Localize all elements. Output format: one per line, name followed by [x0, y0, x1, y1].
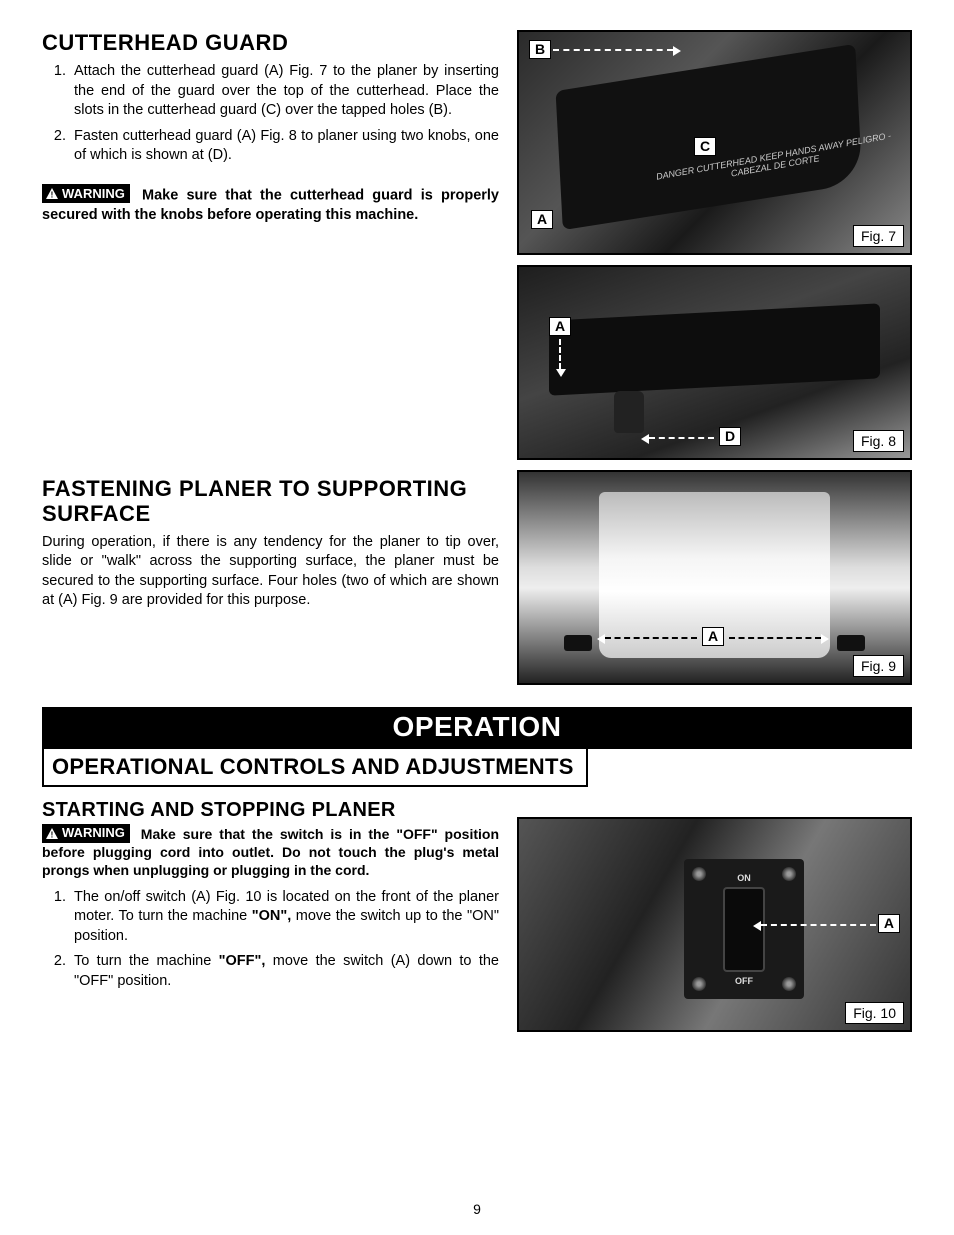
figure-8: A D Fig. 8 — [517, 265, 912, 460]
figure-8-guard — [549, 303, 880, 395]
figure-8-caption: Fig. 8 — [853, 430, 904, 452]
starting-title: STARTING AND STOPPING PLANER — [42, 799, 499, 822]
fastening-title: FASTENING PLANER TO SUPPORTING SURFACE — [42, 476, 499, 527]
cutterhead-text-column: CUTTERHEAD GUARD Attach the cutterhead g… — [42, 30, 499, 460]
starting-text-column: STARTING AND STOPPING PLANER ! WARNING M… — [42, 787, 499, 1032]
starting-step2-off: "OFF", — [219, 953, 266, 969]
figure-10-callout-a: A — [878, 914, 900, 933]
cutterhead-title: CUTTERHEAD GUARD — [42, 30, 499, 56]
screw-icon — [782, 977, 796, 991]
figure-8-knob — [614, 391, 644, 433]
screw-icon — [692, 867, 706, 881]
fastening-body: During operation, if there is any tenden… — [42, 533, 499, 611]
figure-10: A Fig. 10 — [517, 817, 912, 1032]
cutterhead-section: CUTTERHEAD GUARD Attach the cutterhead g… — [42, 30, 912, 460]
warning-badge-2: ! WARNING — [42, 824, 130, 843]
figure-8-callout-d: D — [719, 427, 741, 446]
warning-label-2: WARNING — [62, 825, 125, 842]
figure-9: A Fig. 9 — [517, 470, 912, 685]
figure-8-callout-a: A — [549, 317, 571, 336]
figure-7-leader-b — [553, 49, 673, 51]
cutterhead-warning: ! WARNING Make sure that the cutterhead … — [42, 184, 499, 225]
figure-9-caption: Fig. 9 — [853, 655, 904, 677]
starting-step-1: The on/off switch (A) Fig. 10 is located… — [70, 888, 499, 947]
figure-10-switch-panel — [684, 859, 804, 999]
svg-text:!: ! — [51, 191, 54, 200]
cutterhead-step-1: Attach the cutterhead guard (A) Fig. 7 t… — [70, 62, 499, 121]
figure-9-foot-left — [564, 635, 592, 651]
warning-badge: ! WARNING — [42, 184, 130, 204]
svg-text:!: ! — [51, 830, 54, 839]
starting-warning: ! WARNING Make sure that the switch is i… — [42, 824, 499, 880]
operation-banner: OPERATION — [42, 707, 912, 749]
figure-9-foot-right — [837, 635, 865, 651]
figure-8-leader-a — [559, 339, 561, 369]
figure-7: DANGER CUTTERHEAD KEEP HANDS AWAY PELIGR… — [517, 30, 912, 255]
figure-7-callout-a: A — [531, 210, 553, 229]
cutterhead-steps: Attach the cutterhead guard (A) Fig. 7 t… — [42, 62, 499, 166]
warning-label: WARNING — [62, 185, 125, 203]
figure-10-leader-a — [761, 924, 876, 926]
page-number: 9 — [0, 1201, 954, 1217]
starting-step1-on: "ON", — [252, 908, 292, 924]
figure-9-leader-left — [605, 637, 697, 639]
fastening-section: FASTENING PLANER TO SUPPORTING SURFACE D… — [42, 470, 912, 685]
screw-icon — [692, 977, 706, 991]
screw-icon — [782, 867, 796, 881]
cutterhead-step-2: Fasten cutterhead guard (A) Fig. 8 to pl… — [70, 127, 499, 166]
figure-7-caption: Fig. 7 — [853, 225, 904, 247]
figure-9-leader-right — [729, 637, 821, 639]
figure-7-callout-b: B — [529, 40, 551, 59]
warning-triangle-icon-2: ! — [45, 827, 59, 839]
figure-9-callout-a: A — [702, 627, 724, 646]
starting-steps: The on/off switch (A) Fig. 10 is located… — [42, 888, 499, 992]
figure-10-column: A Fig. 10 — [517, 787, 912, 1032]
starting-step2-pre: To turn the machine — [74, 953, 219, 969]
starting-step-2: To turn the machine "OFF", move the swit… — [70, 952, 499, 991]
warning-triangle-icon: ! — [45, 188, 59, 200]
figures-7-8: DANGER CUTTERHEAD KEEP HANDS AWAY PELIGR… — [517, 30, 912, 460]
figure-10-caption: Fig. 10 — [845, 1002, 904, 1024]
fastening-text-column: FASTENING PLANER TO SUPPORTING SURFACE D… — [42, 470, 499, 685]
figure-8-leader-d — [649, 437, 714, 439]
controls-sub-banner: OPERATIONAL CONTROLS AND ADJUSTMENTS — [42, 749, 588, 787]
starting-section: STARTING AND STOPPING PLANER ! WARNING M… — [42, 787, 912, 1032]
figure-7-callout-c: C — [694, 137, 716, 156]
figure-9-column: A Fig. 9 — [517, 470, 912, 685]
